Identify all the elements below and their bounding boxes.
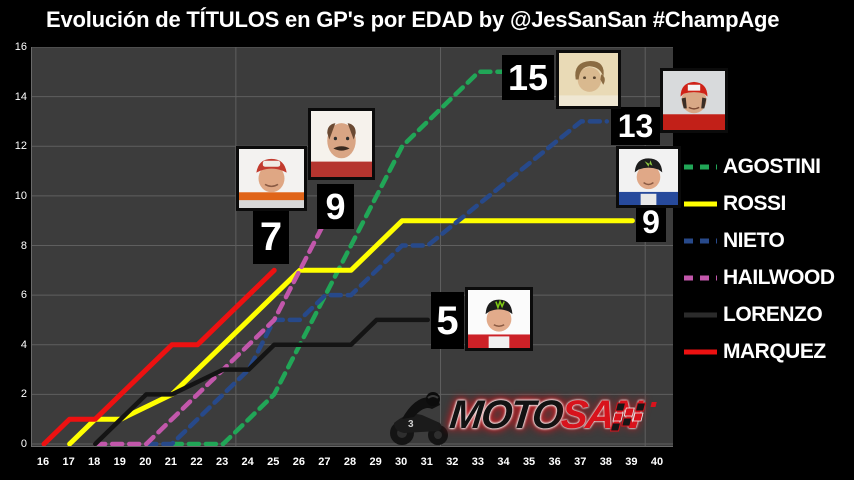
legend-item-lorenzo: LORENZO [684, 297, 823, 333]
y-tick-label: 14 [14, 90, 27, 103]
x-tick-label: 30 [395, 456, 408, 468]
title-count-rossi: 9 [636, 202, 666, 242]
x-tick-label: 16 [36, 456, 50, 468]
legend-swatch-lorenzo [684, 312, 717, 318]
legend-item-rossi: ROSSI [684, 186, 786, 222]
legend-swatch-agostini [684, 164, 717, 170]
x-tick-label: 21 [164, 456, 178, 468]
y-tick-label: 2 [20, 388, 27, 401]
x-tick-label: 35 [522, 456, 536, 468]
legend-label: HAILWOOD [723, 266, 835, 289]
title-count-nieto: 13 [611, 107, 660, 145]
series-line-marquez [41, 267, 277, 446]
x-tick-label: 39 [625, 456, 638, 468]
legend-item-marquez: MARQUEZ [684, 334, 826, 370]
motorcycle-rider-icon: 3 [390, 392, 448, 445]
x-tick-label: 25 [267, 456, 280, 468]
series-line-nieto [144, 119, 610, 446]
photo-hailwood [308, 108, 375, 180]
legend-label: LORENZO [723, 303, 823, 326]
agostini-portrait [559, 53, 618, 106]
x-tick-label: 38 [599, 456, 612, 468]
x-tick-label: 20 [139, 456, 152, 468]
x-tick-label: 37 [574, 456, 587, 468]
legend-label: NIETO [723, 229, 785, 252]
legend-swatch-rossi [684, 201, 717, 207]
x-tick-label: 32 [446, 456, 459, 468]
motosan-watermark: 3 MOTOSAN [388, 381, 678, 453]
x-tick-label: 26 [292, 456, 305, 468]
lorenzo-portrait [468, 290, 530, 348]
x-tick-label: 18 [88, 456, 101, 468]
x-tick-label: 19 [113, 456, 126, 468]
photo-lorenzo [465, 287, 533, 351]
legend-item-nieto: NIETO [684, 223, 785, 259]
legend-swatch-marquez [684, 349, 717, 355]
x-tick-label: 24 [241, 456, 254, 468]
photo-marquez [236, 146, 307, 211]
y-tick-label: 12 [14, 140, 27, 153]
x-tick-label: 27 [318, 456, 331, 468]
hailwood-portrait [311, 111, 372, 177]
legend-label: MARQUEZ [723, 340, 826, 363]
series-line-agostini [169, 69, 517, 446]
x-tick-label: 17 [62, 456, 75, 468]
x-tick-label: 22 [190, 456, 203, 468]
svg-text:3: 3 [408, 419, 414, 430]
x-tick-label: 28 [343, 456, 357, 468]
photo-rossi [616, 146, 681, 208]
photo-agostini [556, 50, 621, 109]
nieto-portrait [663, 71, 725, 130]
x-tick-label: 36 [548, 456, 561, 468]
chart-title: Evolución de TÍTULOS en GP's por EDAD by… [46, 7, 780, 32]
legend-label: AGOSTINI [723, 155, 821, 178]
marquez-portrait [239, 149, 304, 208]
title-count-agostini: 15 [502, 55, 554, 100]
x-tick-label: 29 [369, 456, 382, 468]
x-tick-label: 33 [471, 456, 485, 468]
y-tick-label: 8 [20, 239, 27, 252]
y-tick-label: 10 [14, 189, 27, 202]
y-tick-label: 16 [14, 41, 27, 53]
x-tick-label: 40 [650, 456, 664, 468]
title-count-hailwood: 9 [317, 184, 354, 229]
x-tick-label: 31 [420, 456, 433, 468]
legend-item-agostini: AGOSTINI [684, 149, 821, 185]
rossi-portrait [619, 149, 678, 205]
legend-swatch-nieto [684, 238, 717, 244]
y-tick-label: 4 [20, 338, 27, 351]
x-tick-label: 34 [497, 456, 510, 468]
x-tick-label: 23 [215, 456, 229, 468]
photo-nieto [660, 68, 728, 133]
y-tick-label: 6 [20, 289, 27, 302]
checkered-flag-icon [610, 402, 657, 432]
legend-swatch-hailwood [684, 275, 717, 281]
title-count-marquez: 7 [253, 209, 289, 264]
y-tick-label: 0 [20, 438, 27, 450]
moto-text: MOTO [447, 393, 564, 437]
title-count-lorenzo: 5 [431, 292, 464, 349]
legend-item-hailwood: HAILWOOD [684, 260, 835, 296]
series-line-lorenzo [92, 317, 430, 446]
legend-label: ROSSI [723, 192, 786, 215]
